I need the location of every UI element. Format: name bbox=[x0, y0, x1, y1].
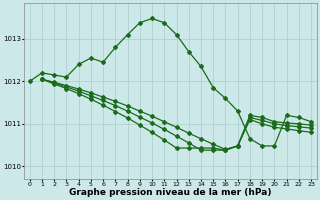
X-axis label: Graphe pression niveau de la mer (hPa): Graphe pression niveau de la mer (hPa) bbox=[69, 188, 272, 197]
